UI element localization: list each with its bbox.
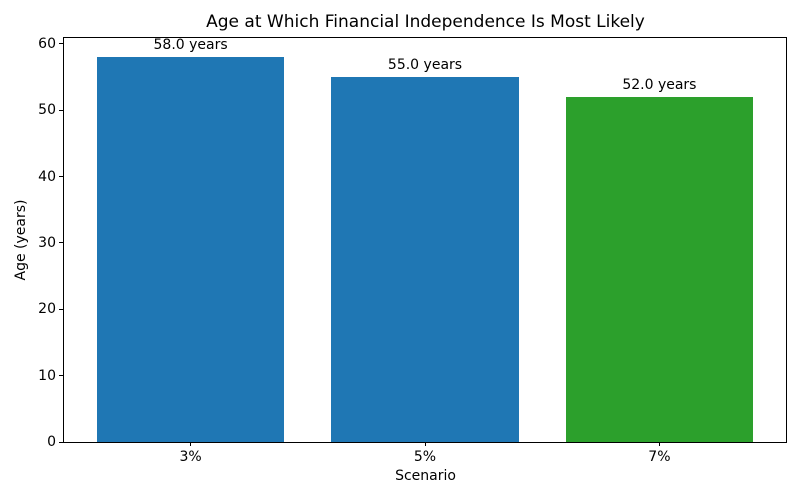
y-tick-mark [59,308,63,310]
y-tick-label: 0 [47,434,56,450]
y-tick-label: 20 [38,301,56,318]
x-tick-mark [658,442,660,446]
bar-7% [565,97,754,442]
x-tick-label: 3% [179,449,202,465]
bar-5% [331,77,519,442]
bar-value-label: 52.0 years [622,77,697,94]
y-tick-mark [59,441,63,443]
x-tick-label: 5% [413,449,437,465]
x-tick-mark [424,442,426,446]
x-axis-label: Scenario [395,468,456,484]
plot-area: 0 10 20 30 40 50 60 58.0 years 3% 55.0 years 5% 52.… [38,36,787,465]
y-tick-label: 30 [38,234,56,251]
y-tick-mark [59,109,63,111]
y-tick-mark [59,176,63,178]
chart-title: Age at Which Financial Independence Is M… [206,12,645,32]
x-tick-mark [190,442,192,446]
y-tick-mark [59,242,63,244]
bar-3% [96,57,285,442]
y-tick-label: 40 [38,168,56,185]
bar-value-label: 58.0 years [153,37,228,54]
bar-value-label: 55.0 years [387,57,463,74]
y-tick-label: 60 [38,35,56,52]
x-tick-label: 7% [648,449,671,465]
y-tick-mark [59,43,63,45]
y-tick-label: 10 [38,367,56,384]
y-tick-label: 50 [38,102,56,119]
y-tick-mark [59,375,63,377]
